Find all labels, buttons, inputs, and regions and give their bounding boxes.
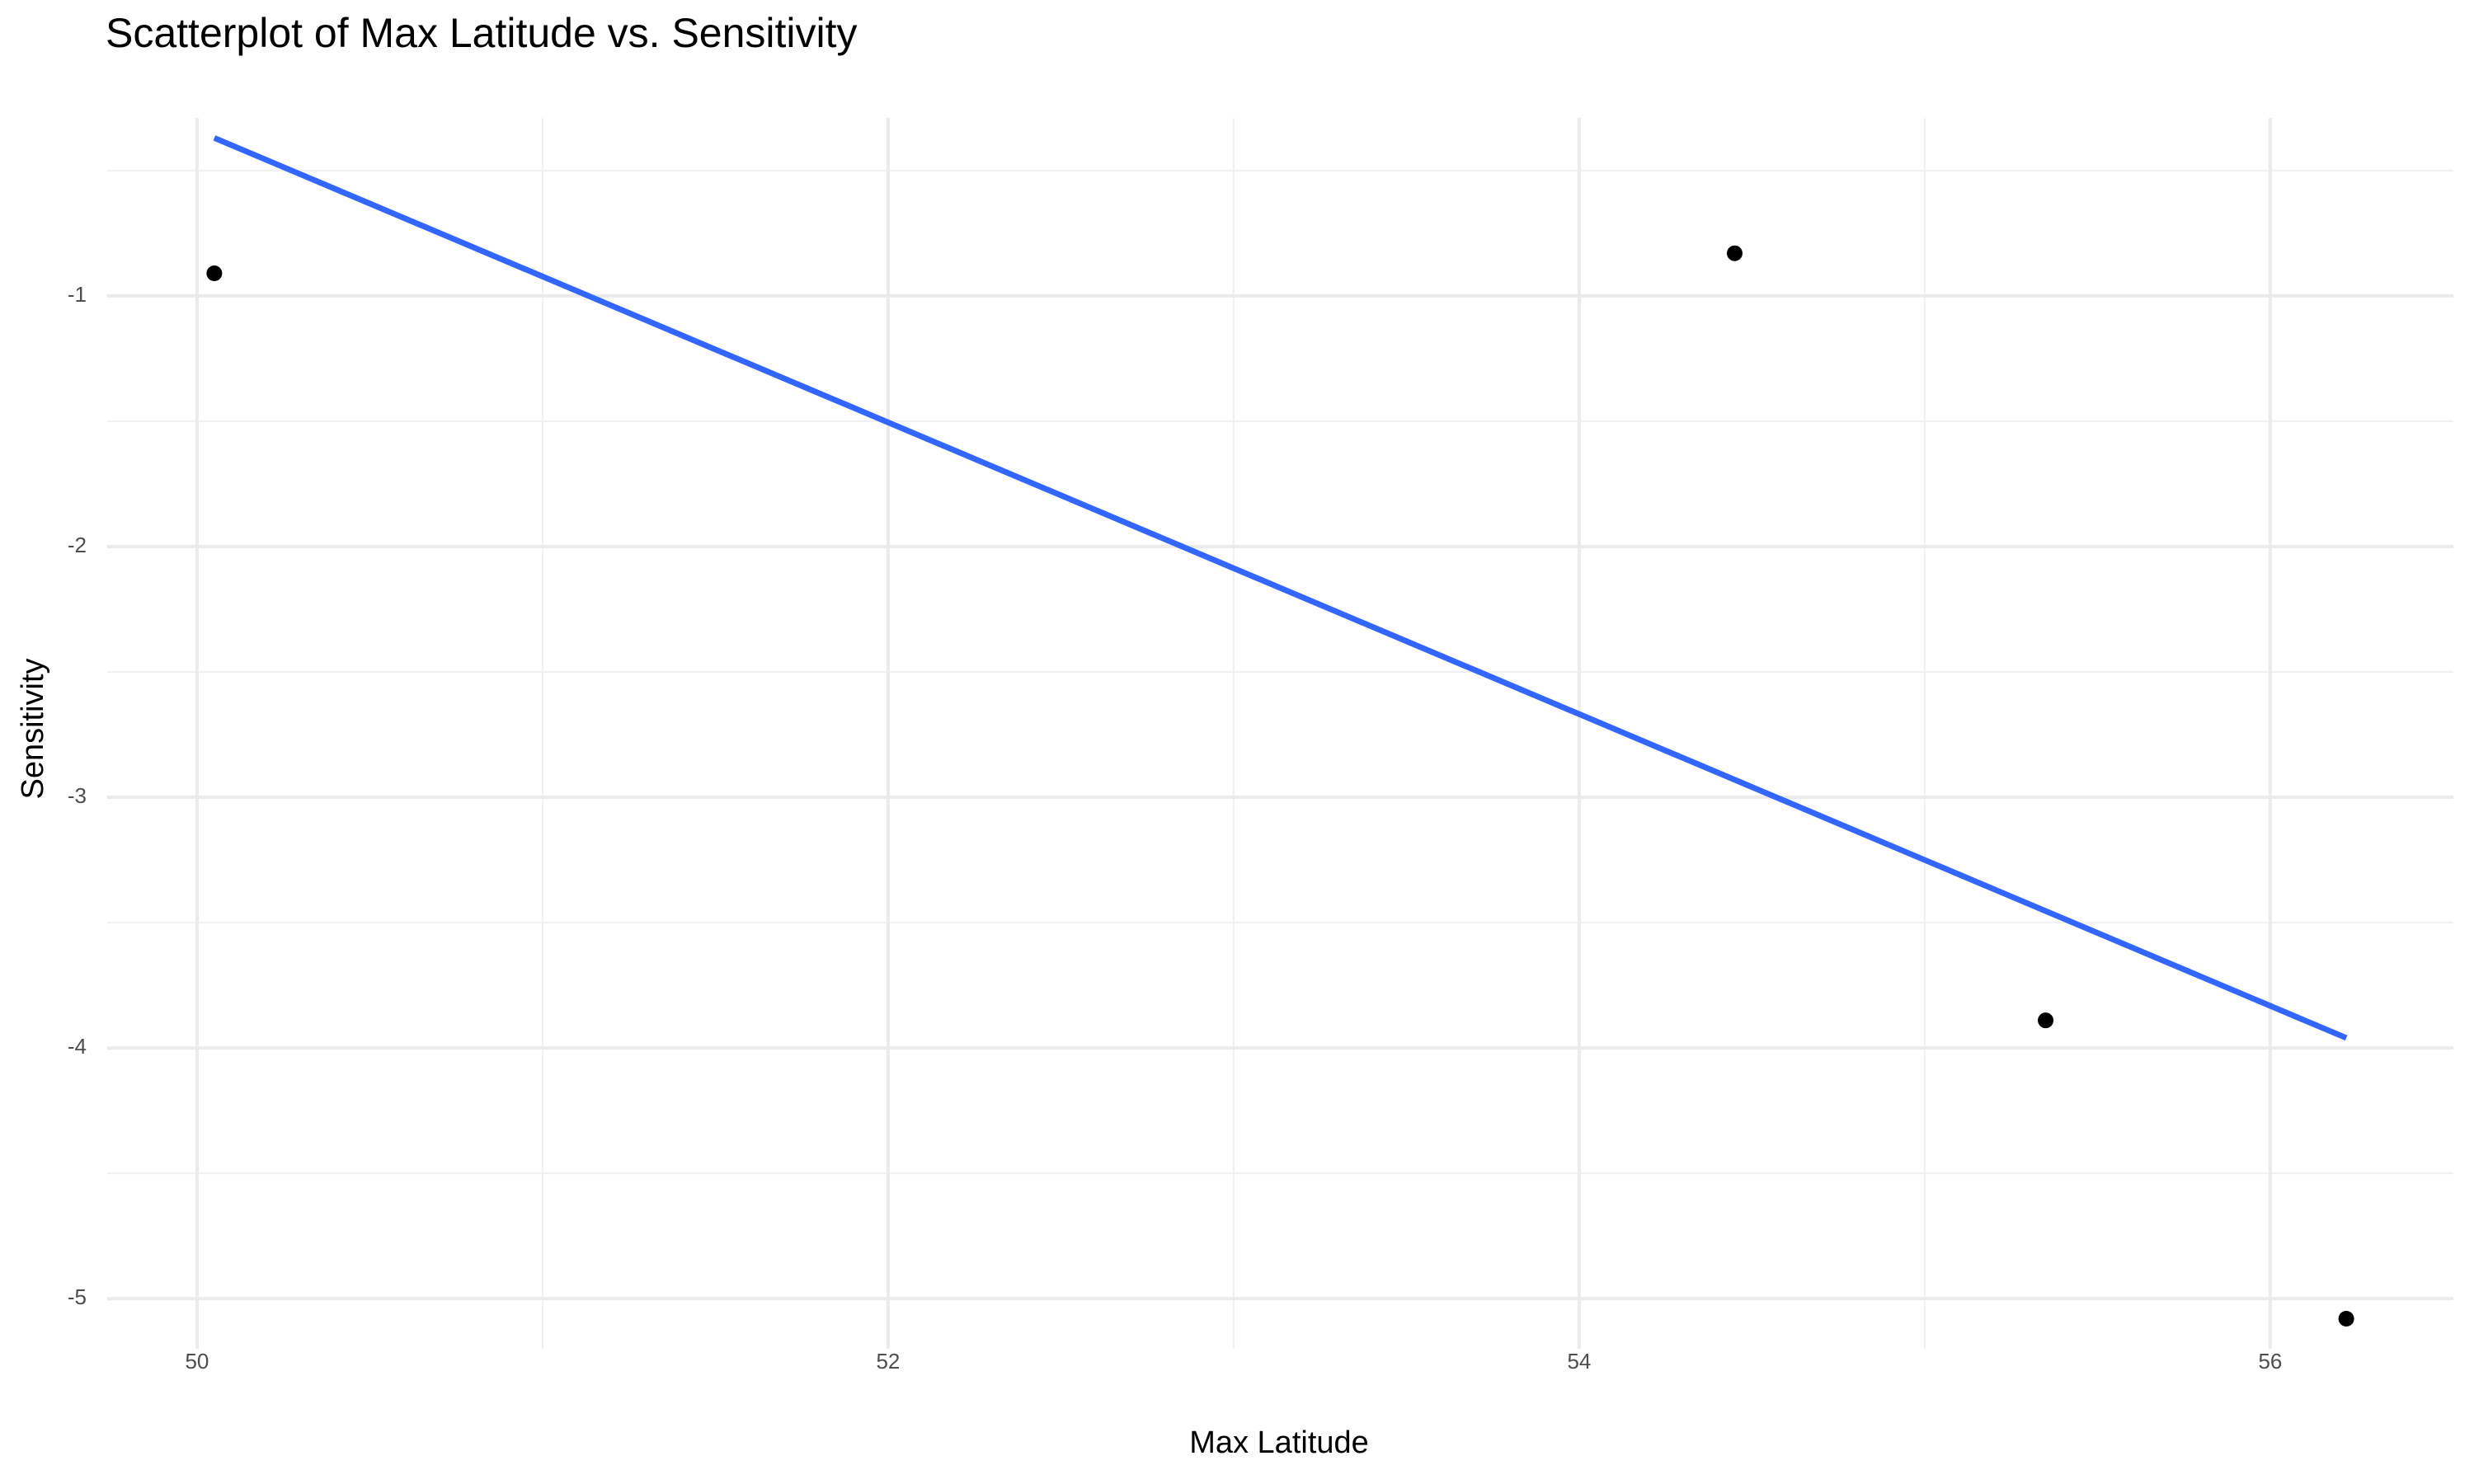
x-tick-label: 54 [1567,1349,1591,1374]
point [2038,1012,2054,1029]
y-axis-title: Sensitivity [16,658,50,799]
fit-line [213,135,2348,1041]
x-tick-label: 56 [2258,1349,2282,1374]
x-axis-title: Max Latitude [1189,1425,1369,1460]
y-tick-label: -5 [68,1284,87,1309]
point [1726,245,1743,261]
chart-title: Scatterplot of Max Latitude vs. Sensitiv… [106,10,858,56]
x-tick-label: 52 [876,1349,900,1374]
point [2338,1311,2354,1327]
point [206,265,223,282]
x-tick-label: 50 [185,1349,209,1374]
y-tick-label: -4 [68,1034,87,1059]
y-tick-label: -2 [68,533,87,557]
y-tick-label: -1 [68,282,87,307]
y-tick-label: -3 [68,783,87,808]
